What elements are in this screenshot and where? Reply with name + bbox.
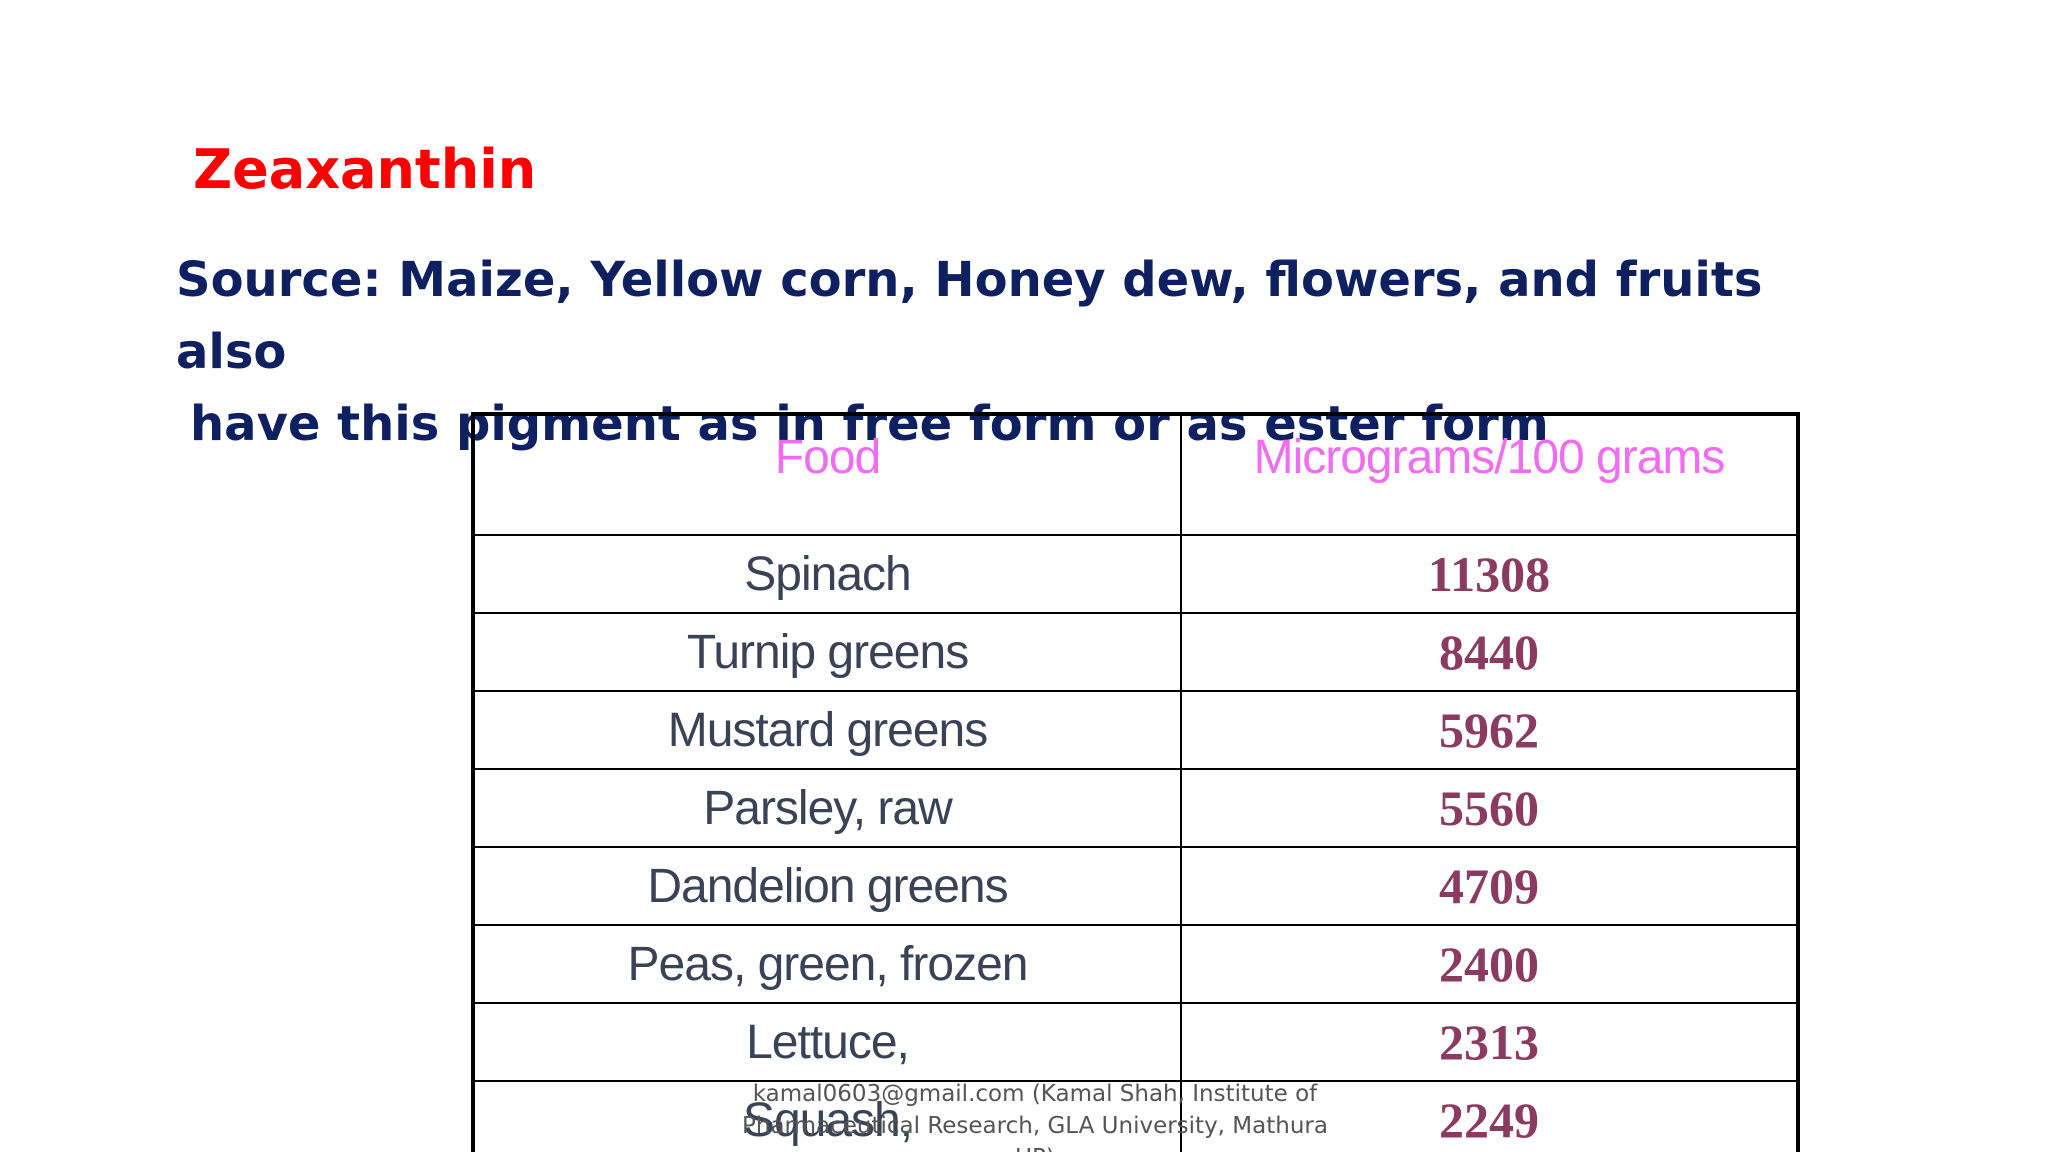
header-micrograms: Micrograms/100 grams: [1180, 413, 1799, 536]
food-cell: Squash,: [472, 1080, 1182, 1152]
food-cell: Spinach: [472, 534, 1182, 614]
zeaxanthin-table-container: Food Micrograms/100 grams Spinach 11308 …: [471, 412, 1800, 1152]
food-cell: Mustard greens: [472, 690, 1182, 770]
value-cell: 5962: [1180, 690, 1799, 770]
table-row: Spinach 11308: [472, 534, 1799, 614]
table-header-row: Food Micrograms/100 grams: [472, 413, 1799, 536]
table-row: Dandelion greens 4709: [472, 846, 1799, 926]
header-food: Food: [472, 413, 1182, 536]
zeaxanthin-food-table: Food Micrograms/100 grams Spinach 11308 …: [471, 412, 1800, 1152]
food-cell: Dandelion greens: [472, 846, 1182, 926]
food-cell: Lettuce,: [472, 1002, 1182, 1082]
value-cell: 5560: [1180, 768, 1799, 848]
table-row: Lettuce, 2313: [472, 1002, 1799, 1082]
food-cell: Peas, green, frozen: [472, 924, 1182, 1004]
slide-title: Zeaxanthin: [193, 138, 537, 201]
value-cell: 2249: [1180, 1080, 1799, 1152]
footer-credit: kamal0603@gmail.com (Kamal Shah, Institu…: [735, 1078, 1335, 1152]
footer-line-1: kamal0603@gmail.com (Kamal Shah, Institu…: [752, 1081, 1318, 1107]
table-row: Peas, green, frozen 2400: [472, 924, 1799, 1004]
table-row: Parsley, raw 5560: [472, 768, 1799, 848]
food-cell: Parsley, raw: [472, 768, 1182, 848]
value-cell: 11308: [1180, 534, 1799, 614]
value-cell: 2400: [1180, 924, 1799, 1004]
food-cell: Turnip greens: [472, 612, 1182, 692]
value-cell: 4709: [1180, 846, 1799, 926]
footer-line-2: Pharmaceutical Research, GLA University,…: [742, 1113, 1328, 1152]
table-row: Mustard greens 5962: [472, 690, 1799, 770]
value-cell: 2313: [1180, 1002, 1799, 1082]
source-line-1: Source: Maize, Yellow corn, Honey dew, f…: [176, 252, 1763, 380]
table-row: Turnip greens 8440: [472, 612, 1799, 692]
value-cell: 8440: [1180, 612, 1799, 692]
table-row: Squash, 2249: [472, 1080, 1799, 1152]
